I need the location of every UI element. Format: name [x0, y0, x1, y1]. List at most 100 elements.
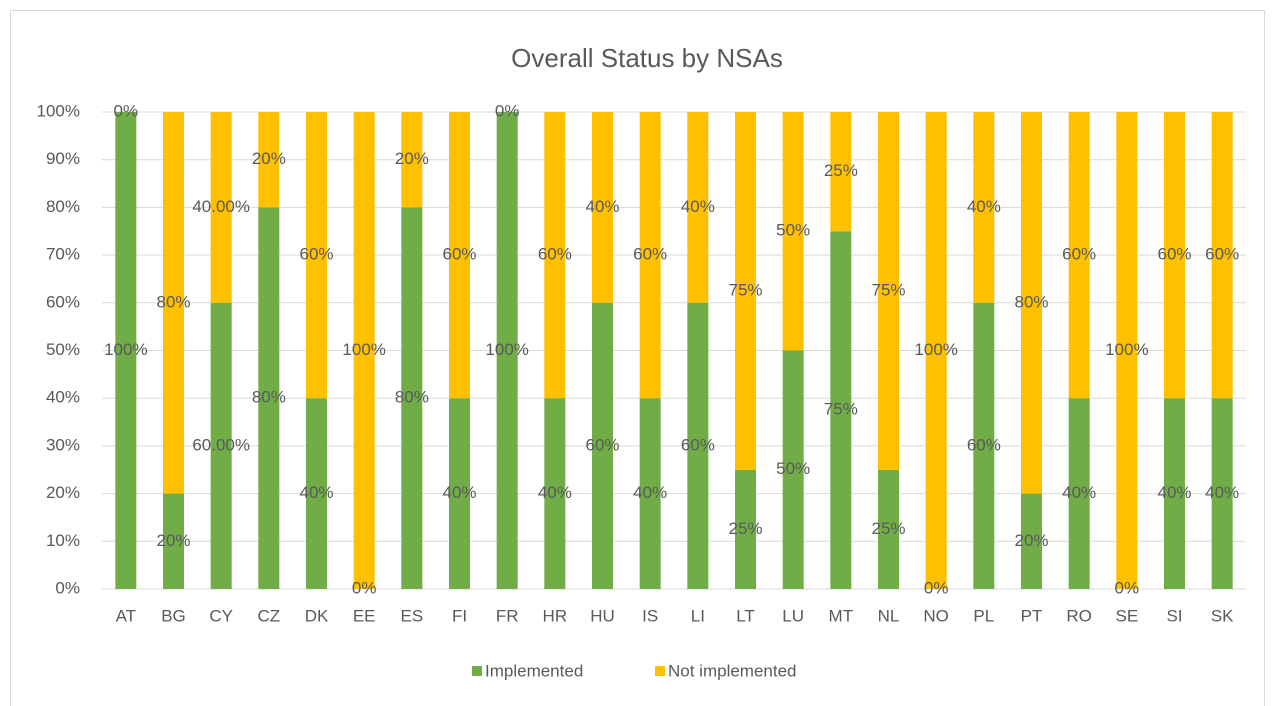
x-tick-label: BG: [161, 606, 186, 625]
data-label: 60%: [442, 245, 476, 264]
bar-segment: [449, 112, 470, 399]
data-label: 60%: [1062, 245, 1096, 264]
legend-swatch: [472, 666, 482, 676]
x-tick-label: CY: [209, 606, 233, 625]
bar-segment: [496, 112, 518, 589]
x-tick-label: SK: [1211, 606, 1234, 625]
x-tick-label: HR: [543, 606, 568, 625]
bar-segment: [1068, 398, 1090, 589]
y-tick-label: 0%: [55, 578, 80, 597]
data-label: 60.00%: [192, 435, 250, 454]
bar-segment: [1211, 112, 1233, 399]
data-label: 0%: [352, 578, 377, 597]
y-tick-label: 10%: [46, 531, 80, 550]
bar-segment: [1021, 112, 1042, 494]
x-tick-label: NL: [878, 606, 900, 625]
legend-label: Implemented: [485, 661, 583, 680]
bar-segment: [1068, 112, 1090, 399]
bar-segment: [687, 112, 709, 303]
y-tick-label: 80%: [46, 197, 80, 216]
data-label: 0%: [114, 101, 139, 120]
data-label: 40%: [633, 483, 667, 502]
bar-segment: [1021, 493, 1042, 589]
data-label: 0%: [495, 101, 520, 120]
x-tick-label: HU: [590, 606, 615, 625]
x-tick-label: CZ: [257, 606, 280, 625]
data-label: 75%: [728, 280, 762, 299]
bar-segment: [735, 469, 756, 589]
bar-segment: [353, 112, 375, 589]
chart-title: Overall Status by NSAs: [511, 43, 783, 73]
data-label: 25%: [871, 519, 905, 538]
bar-segment: [782, 350, 804, 589]
x-tick-label: DK: [305, 606, 329, 625]
y-tick-label: 90%: [46, 149, 80, 168]
bar-segment: [1116, 112, 1138, 589]
bar-segment: [115, 112, 137, 589]
bar-segment: [973, 112, 995, 303]
legend-label: Not implemented: [668, 661, 797, 680]
bar-segment: [258, 207, 280, 589]
data-label: 60%: [585, 435, 619, 454]
x-tick-label: RO: [1066, 606, 1092, 625]
data-label: 60%: [299, 245, 333, 264]
y-tick-label: 70%: [46, 245, 80, 264]
data-label: 40%: [538, 483, 572, 502]
x-tick-label: SI: [1166, 606, 1182, 625]
legend-swatch: [655, 666, 665, 676]
data-label: 40%: [299, 483, 333, 502]
x-tick-label: LI: [691, 606, 705, 625]
bar-segment: [878, 112, 899, 470]
data-label: 20%: [395, 149, 429, 168]
data-label: 100%: [104, 340, 147, 359]
x-tick-label: IS: [642, 606, 658, 625]
data-label: 100%: [342, 340, 385, 359]
y-tick-label: 100%: [37, 101, 80, 120]
x-tick-label: ES: [400, 606, 423, 625]
x-tick-label: FI: [452, 606, 467, 625]
bar-segment: [878, 469, 899, 589]
data-label: 40%: [1062, 483, 1096, 502]
x-tick-label: AT: [116, 606, 136, 625]
data-label: 60%: [1157, 245, 1191, 264]
bar-segment: [735, 112, 756, 470]
data-label: 80%: [1014, 292, 1048, 311]
bar-segment: [639, 398, 661, 589]
bar-segment: [401, 112, 423, 208]
bar-segment: [925, 112, 947, 589]
data-label: 100%: [485, 340, 528, 359]
data-label: 20%: [252, 149, 286, 168]
bar-segment: [830, 112, 852, 232]
x-tick-label: SE: [1115, 606, 1138, 625]
data-label: 25%: [728, 519, 762, 538]
data-label: 60%: [967, 435, 1001, 454]
bar-segment: [401, 207, 423, 589]
data-label: 60%: [1205, 245, 1239, 264]
bar-segment: [592, 302, 613, 589]
bar-segment: [306, 112, 327, 399]
data-label: 75%: [824, 400, 858, 419]
bar-segment: [210, 112, 232, 303]
bar-segment: [1164, 398, 1185, 589]
bar-segment: [782, 112, 804, 351]
bar-segment: [687, 302, 709, 589]
data-label: 60%: [681, 435, 715, 454]
x-tick-label: FR: [496, 606, 519, 625]
bar-segment: [163, 112, 184, 494]
bar-segment: [830, 231, 852, 589]
data-label: 40.00%: [192, 197, 250, 216]
data-label: 50%: [776, 459, 810, 478]
data-label: 60%: [538, 245, 572, 264]
data-label: 40%: [1205, 483, 1239, 502]
bar-segment: [306, 398, 327, 589]
data-label: 75%: [871, 280, 905, 299]
data-label: 50%: [776, 221, 810, 240]
y-tick-label: 30%: [46, 435, 80, 454]
data-label: 80%: [156, 292, 190, 311]
data-label: 100%: [914, 340, 957, 359]
bar-segment: [544, 398, 566, 589]
bar-segment: [258, 112, 280, 208]
y-tick-label: 60%: [46, 292, 80, 311]
bar-segment: [1211, 398, 1233, 589]
data-label: 80%: [252, 388, 286, 407]
